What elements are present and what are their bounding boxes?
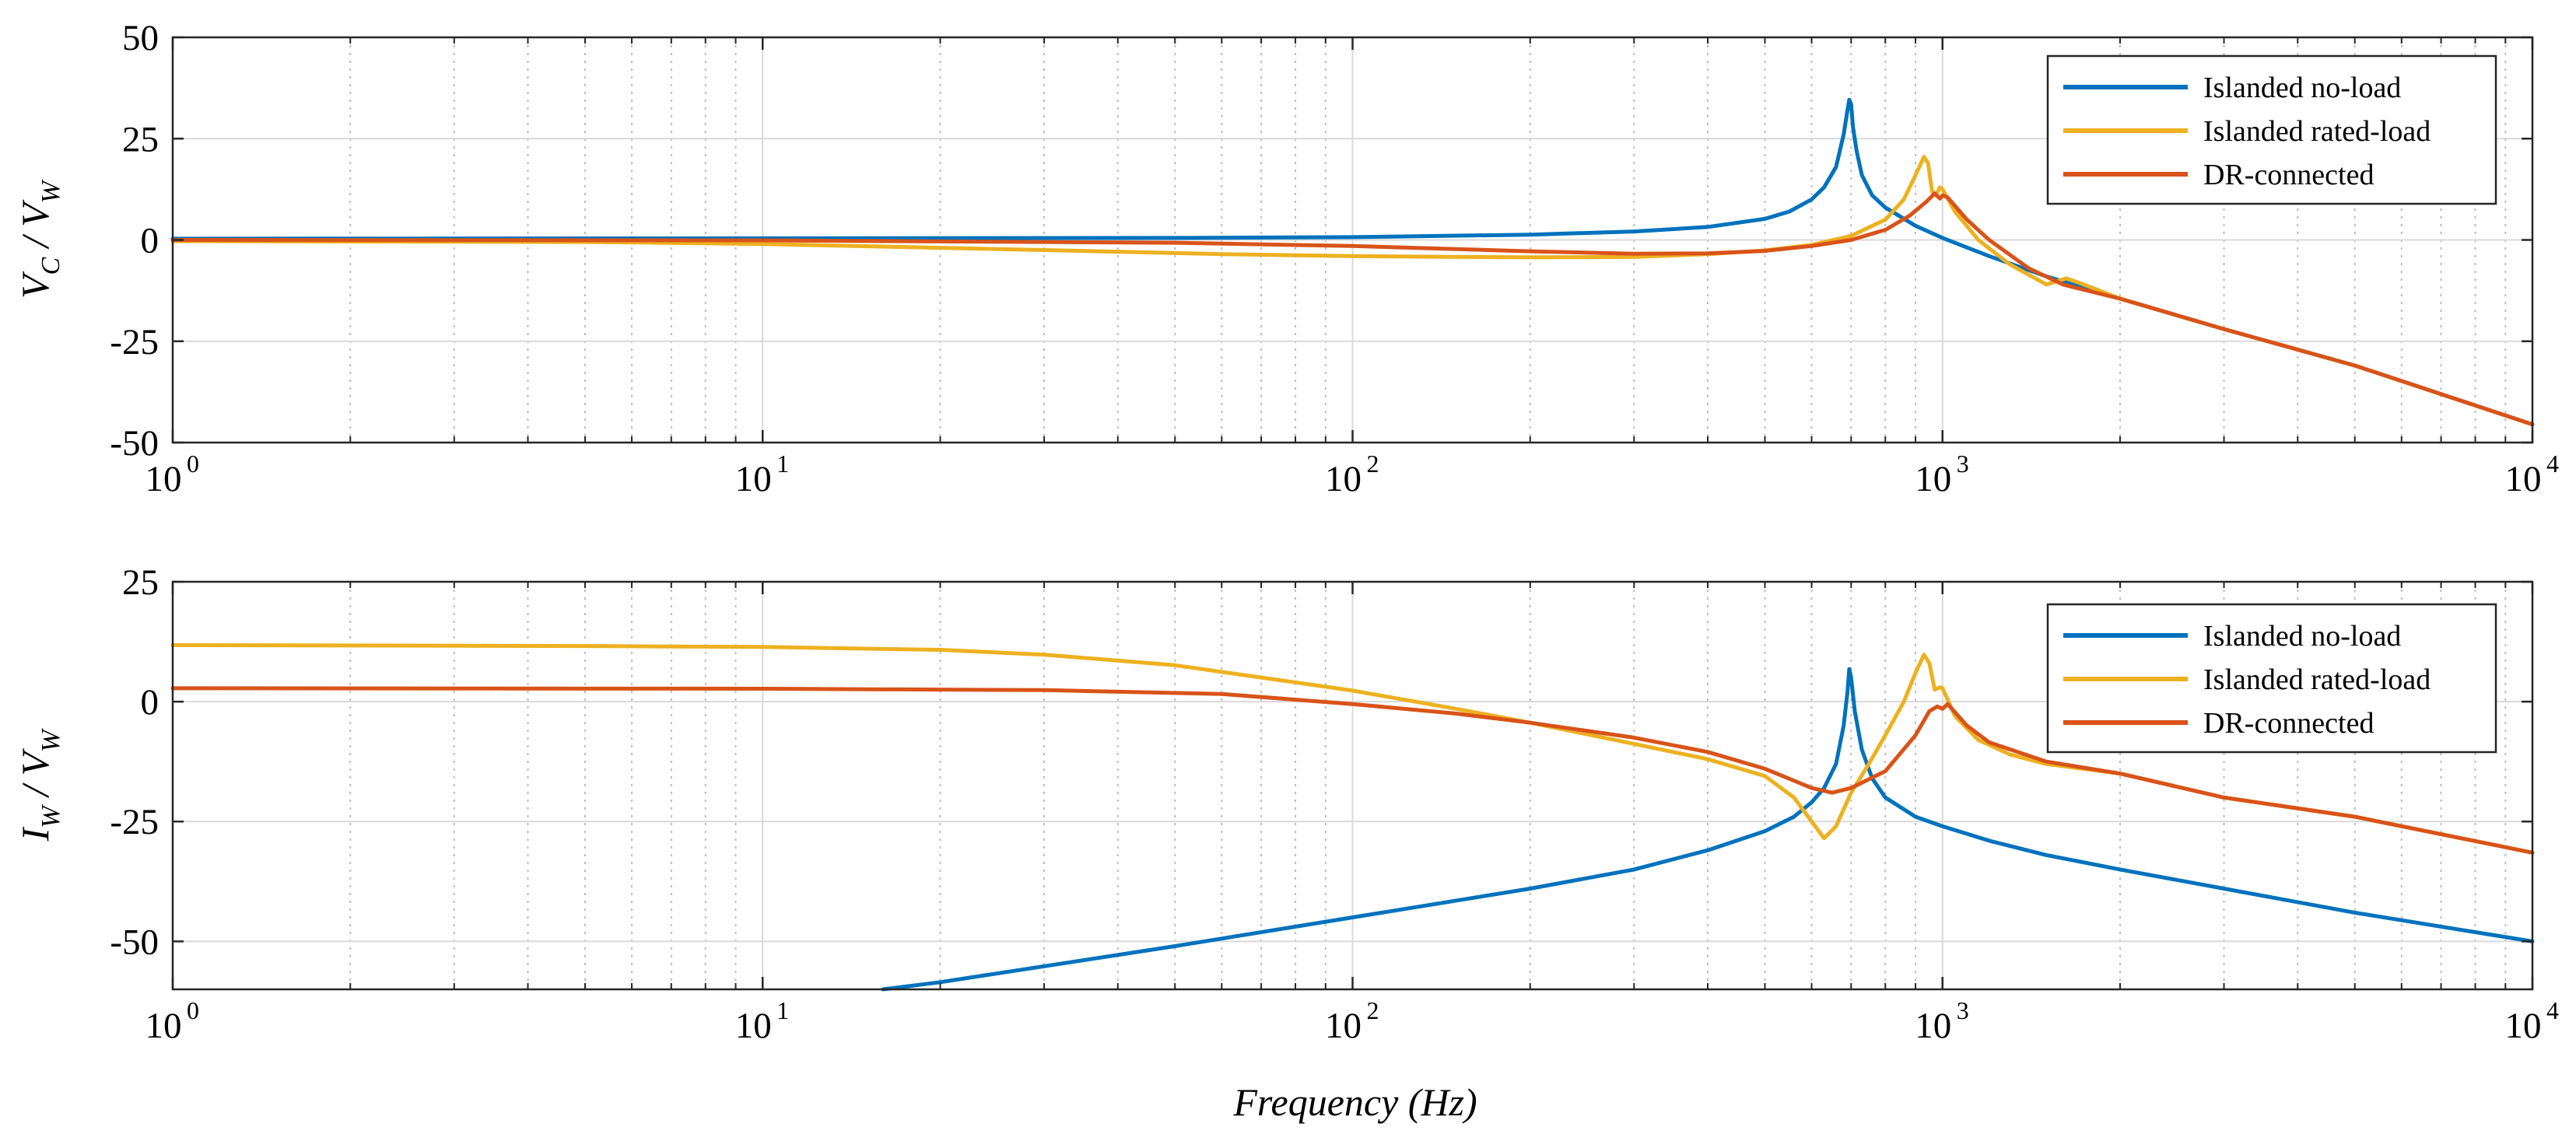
- y-axis-label-part: I: [13, 826, 57, 842]
- legend-label: DR-connected: [2203, 159, 2374, 191]
- x-tick-label: 10: [145, 1006, 182, 1046]
- y-axis-label-part: /: [13, 775, 57, 806]
- x-tick-exponent: 2: [1367, 450, 1379, 478]
- y-tick-label: 25: [122, 562, 159, 603]
- y-axis-label-part: C: [37, 257, 65, 275]
- y-tick-label: -25: [110, 322, 159, 362]
- series-line-2: [170, 686, 2535, 855]
- y-axis-label-part: V: [13, 199, 57, 227]
- y-tick-label: 50: [122, 18, 159, 58]
- series-line-0: [881, 667, 2535, 992]
- x-tick-exponent: 1: [776, 450, 789, 478]
- x-tick-label: 10: [1915, 1006, 1951, 1046]
- x-axis-label: Frequency (Hz): [1232, 1080, 1477, 1124]
- x-tick-label: 10: [2505, 1006, 2542, 1046]
- legend-label: Islanded no-load: [2203, 620, 2401, 653]
- legend-label: Islanded rated-load: [2203, 663, 2431, 696]
- x-tick-exponent: 4: [2546, 996, 2559, 1024]
- series-line-1: [170, 155, 2535, 427]
- x-tick-label: 10: [145, 459, 182, 499]
- x-tick-exponent: 3: [1957, 450, 1969, 478]
- y-tick-label: 0: [141, 682, 159, 723]
- y-axis-label-part: /: [13, 227, 57, 257]
- x-tick-label: 10: [1325, 1006, 1362, 1046]
- legend-label: Islanded no-load: [2203, 72, 2401, 104]
- y-axis-label-part: V: [13, 747, 57, 775]
- y-axis-label-part: W: [37, 179, 65, 203]
- x-tick-label: 10: [1915, 459, 1951, 499]
- series-line-1: [170, 642, 2535, 855]
- x-tick-exponent: 0: [187, 996, 199, 1024]
- legend: Islanded no-load Islanded rated-load DR-co…: [2046, 603, 2497, 754]
- y-axis-label: VC / VW: [13, 179, 65, 299]
- x-tick-label: 10: [735, 459, 772, 499]
- y-tick-label: -25: [110, 802, 159, 842]
- x-tick-label: 10: [735, 1006, 772, 1046]
- x-tick-exponent: 4: [2546, 450, 2559, 478]
- legend-label: Islanded rated-load: [2203, 115, 2431, 148]
- legend: Islanded no-load Islanded rated-load DR-co…: [2046, 54, 2497, 205]
- y-axis-label-part: W: [37, 804, 65, 828]
- x-tick-label: 10: [2505, 459, 2542, 499]
- y-axis-label-part: W: [37, 728, 65, 752]
- y-axis-label: IW / VW: [13, 728, 65, 842]
- x-tick-exponent: 0: [187, 450, 199, 478]
- x-tick-exponent: 1: [776, 996, 789, 1024]
- y-tick-label: 0: [141, 221, 159, 261]
- x-tick-label: 10: [1325, 459, 1362, 499]
- x-tick-exponent: 3: [1957, 996, 1969, 1024]
- series-line-2: [170, 191, 2535, 427]
- y-tick-label: -50: [110, 423, 159, 464]
- legend-label: DR-connected: [2203, 707, 2374, 740]
- y-axis-label-part: V: [13, 271, 57, 299]
- y-tick-label: -50: [110, 922, 159, 962]
- x-tick-exponent: 2: [1367, 996, 1379, 1024]
- y-tick-label: 25: [122, 119, 159, 159]
